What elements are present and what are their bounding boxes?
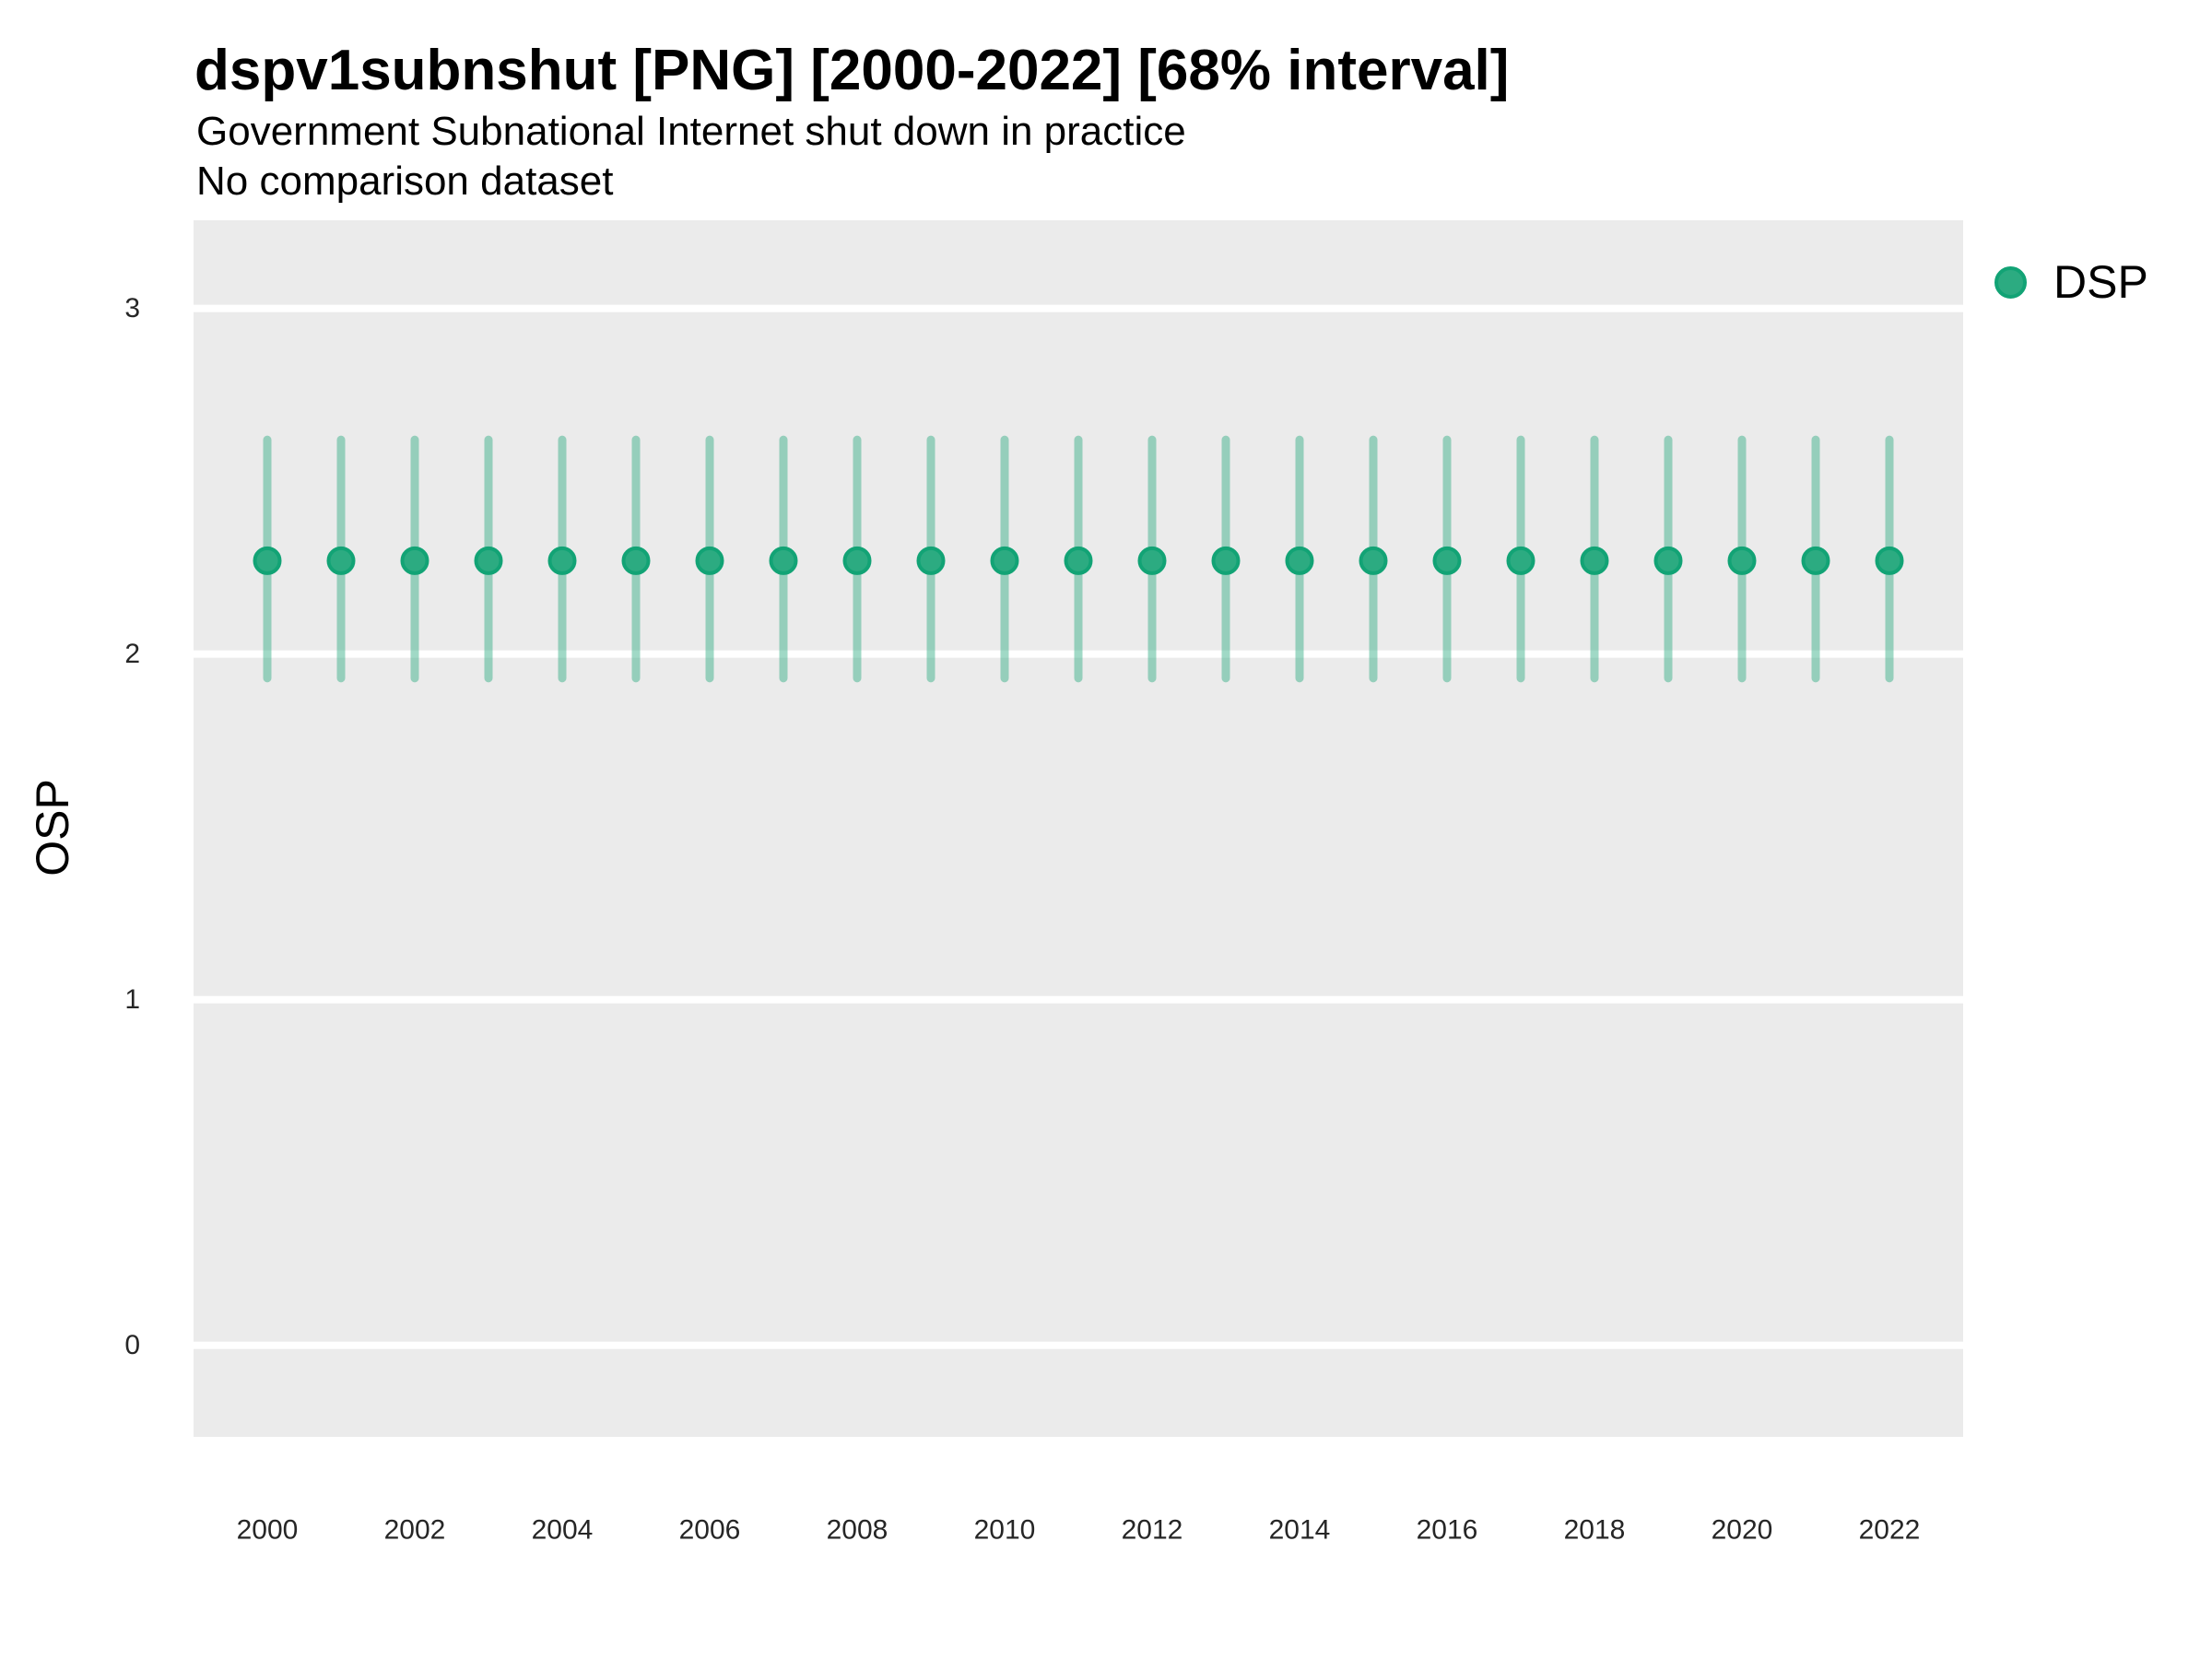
data-point-2015	[1359, 546, 1388, 575]
data-point-2016	[1432, 546, 1462, 575]
data-point-2020	[1727, 546, 1757, 575]
data-point-2006	[695, 546, 724, 575]
x-tick-label-2022: 2022	[1859, 1515, 1921, 1546]
x-tick-label-2020: 2020	[1712, 1515, 1773, 1546]
x-tick-label-2000: 2000	[237, 1515, 299, 1546]
data-point-2008	[842, 546, 872, 575]
data-point-2002	[400, 546, 429, 575]
x-tick-label-2008: 2008	[827, 1515, 888, 1546]
data-point-2011	[1064, 546, 1093, 575]
legend-label-dsp: DSP	[2053, 256, 2148, 308]
y-tick-label-0: 0	[124, 1330, 140, 1360]
data-point-2004	[547, 546, 577, 575]
y-tick-label-2: 2	[124, 639, 140, 669]
data-point-2012	[1137, 546, 1167, 575]
data-point-2007	[769, 546, 798, 575]
plot-panel	[194, 220, 1963, 1437]
x-tick-label-2016: 2016	[1417, 1515, 1478, 1546]
data-point-2009	[916, 546, 946, 575]
data-point-2017	[1506, 546, 1535, 575]
x-tick-label-2006: 2006	[679, 1515, 741, 1546]
data-point-2022	[1875, 546, 1904, 575]
x-tick-label-2010: 2010	[974, 1515, 1036, 1546]
data-point-2013	[1211, 546, 1241, 575]
x-tick-label-2004: 2004	[532, 1515, 594, 1546]
x-tick-label-2012: 2012	[1122, 1515, 1183, 1546]
y-tick-label-1: 1	[124, 984, 140, 1015]
comparison-note: No comparison dataset	[196, 159, 614, 204]
page-title: dspv1subnshut [PNG] [2000-2022] [68% int…	[194, 39, 1510, 102]
data-point-2019	[1653, 546, 1683, 575]
data-point-2003	[474, 546, 503, 575]
data-point-2018	[1580, 546, 1609, 575]
legend-marker-dsp-icon	[1994, 265, 2027, 299]
x-tick-label-2018: 2018	[1564, 1515, 1626, 1546]
data-point-2001	[326, 546, 356, 575]
legend: DSP	[1994, 259, 2148, 305]
chart-subtitle: Government Subnational Internet shut dow…	[196, 109, 1186, 154]
data-point-2000	[253, 546, 282, 575]
y-tick-label-3: 3	[124, 293, 140, 324]
data-point-2014	[1285, 546, 1314, 575]
x-tick-label-2002: 2002	[384, 1515, 446, 1546]
data-point-2021	[1801, 546, 1830, 575]
data-point-2005	[621, 546, 651, 575]
data-point-2010	[990, 546, 1019, 575]
x-tick-label-2014: 2014	[1269, 1515, 1331, 1546]
